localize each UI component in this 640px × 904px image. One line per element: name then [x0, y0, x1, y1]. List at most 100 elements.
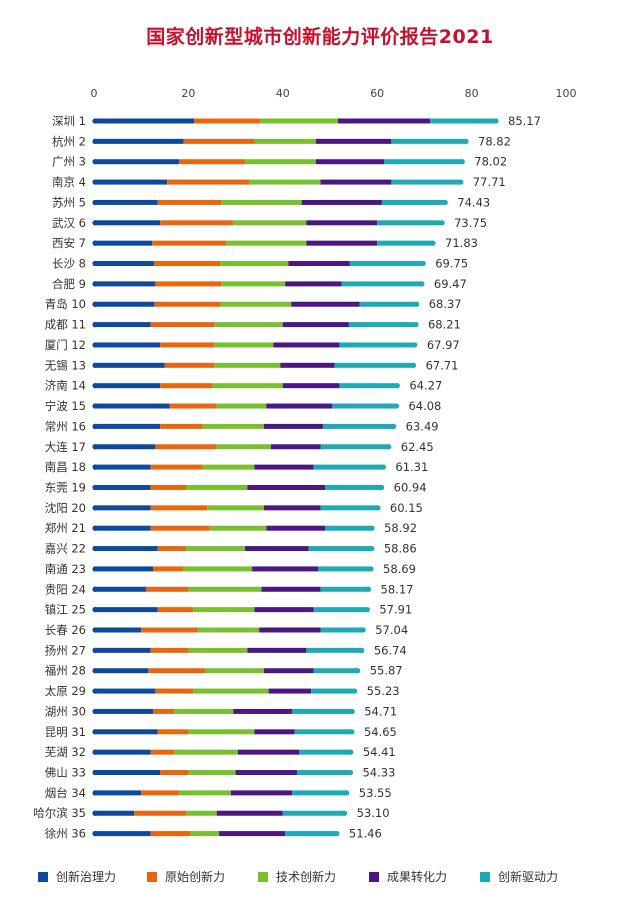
bar-segment — [94, 546, 158, 552]
legend-label: 创新驱动力 — [498, 870, 559, 884]
bar-start-dot — [92, 729, 98, 735]
bar-segment — [280, 362, 335, 368]
bar-segment — [194, 118, 261, 124]
bar-end-cap — [419, 281, 425, 287]
bar-segment — [169, 403, 217, 409]
bar-start-dot — [92, 464, 98, 470]
bar-end-cap — [348, 749, 354, 755]
bar-segment — [94, 668, 149, 674]
bar-segment — [212, 383, 283, 389]
bar-segment — [359, 301, 417, 307]
bar-segment — [216, 810, 283, 816]
bar-start-dot — [92, 484, 98, 491]
bar-segment — [94, 240, 153, 246]
bar-segment — [94, 118, 195, 124]
bar-segment — [94, 138, 184, 144]
bar-segment — [94, 281, 156, 287]
category-label: 宁波 15 — [45, 399, 86, 413]
category-label: 湖州 30 — [45, 704, 86, 718]
x-tick-label: 60 — [370, 87, 384, 100]
bar-start-dot — [92, 708, 98, 715]
bar-end-cap — [410, 362, 417, 368]
bar-segment — [178, 159, 246, 165]
bar-segment — [216, 444, 271, 450]
bar-segment — [288, 261, 350, 267]
bar-segment — [183, 138, 255, 144]
bar-segment — [294, 729, 352, 735]
bar-segment — [214, 362, 281, 368]
bar-segment — [94, 505, 151, 511]
bar-segment — [332, 403, 397, 409]
bar-start-dot — [92, 444, 98, 450]
total-value-label: 73.75 — [454, 216, 487, 230]
bar-segment — [391, 179, 461, 185]
bar-start-dot — [92, 627, 98, 633]
bar-segment — [157, 199, 222, 205]
bar-segment — [141, 790, 179, 796]
bar-segment — [292, 790, 347, 796]
bar-end-cap — [459, 159, 465, 165]
bar-segment — [214, 322, 283, 328]
bar-segment — [226, 240, 307, 246]
bar-end-cap — [439, 220, 445, 226]
legend-swatch — [480, 871, 490, 882]
bar-start-dot — [92, 525, 98, 531]
bar-segment — [94, 464, 151, 470]
total-value-label: 58.92 — [384, 521, 417, 535]
x-tick-label: 80 — [465, 87, 479, 100]
legend-swatch — [38, 871, 48, 882]
total-value-label: 69.47 — [434, 277, 467, 291]
category-label: 武汉 6 — [52, 216, 86, 230]
total-value-label: 54.71 — [364, 704, 397, 718]
total-value-label: 68.37 — [429, 297, 462, 311]
bar-segment — [94, 790, 142, 796]
bar-segment — [197, 627, 260, 633]
bar-segment — [188, 586, 262, 592]
bar-start-dot — [92, 831, 98, 837]
bar-segment — [221, 199, 302, 205]
bar-end-cap — [344, 790, 350, 796]
bar-segment — [183, 566, 253, 572]
bar-segment — [94, 586, 146, 592]
bar-end-cap — [391, 423, 397, 429]
bar-segment — [301, 199, 382, 205]
bar-end-cap — [380, 464, 386, 470]
bar-segment — [334, 362, 414, 368]
bar-segment — [94, 749, 151, 755]
bar-segment — [377, 220, 443, 226]
bar-segment — [320, 444, 389, 450]
bar-end-cap — [414, 301, 420, 307]
bar-segment — [322, 423, 394, 429]
bar-segment — [315, 159, 385, 165]
bar-segment — [94, 647, 151, 653]
total-value-label: 61.31 — [395, 460, 428, 474]
total-value-label: 69.75 — [435, 257, 468, 271]
bar-segment — [268, 688, 312, 694]
bar-segment — [188, 770, 236, 776]
bar-segment — [94, 810, 135, 816]
bar-start-dot — [92, 790, 98, 796]
bar-segment — [94, 159, 179, 165]
category-label: 贵阳 24 — [45, 582, 86, 596]
category-label: 沈阳 20 — [45, 501, 86, 515]
bar-segment — [260, 118, 339, 124]
category-label: 郑州 21 — [45, 521, 86, 535]
bar-segment — [94, 607, 158, 613]
total-value-label: 64.08 — [408, 399, 441, 413]
bar-segment — [188, 729, 255, 735]
bar-end-cap — [369, 545, 375, 552]
bar-segment — [174, 708, 234, 714]
bar-segment — [202, 464, 255, 470]
category-label: 嘉兴 22 — [45, 542, 86, 556]
bar-segment — [193, 688, 269, 694]
bar-segment — [155, 688, 194, 694]
bar-segment — [94, 220, 161, 226]
bar-segment — [308, 546, 372, 552]
bar-segment — [178, 790, 231, 796]
category-label: 合肥 9 — [52, 277, 86, 291]
bar-segment — [311, 688, 355, 694]
category-label: 大连 17 — [45, 440, 86, 454]
bar-segment — [230, 790, 293, 796]
bar-segment — [299, 749, 351, 755]
